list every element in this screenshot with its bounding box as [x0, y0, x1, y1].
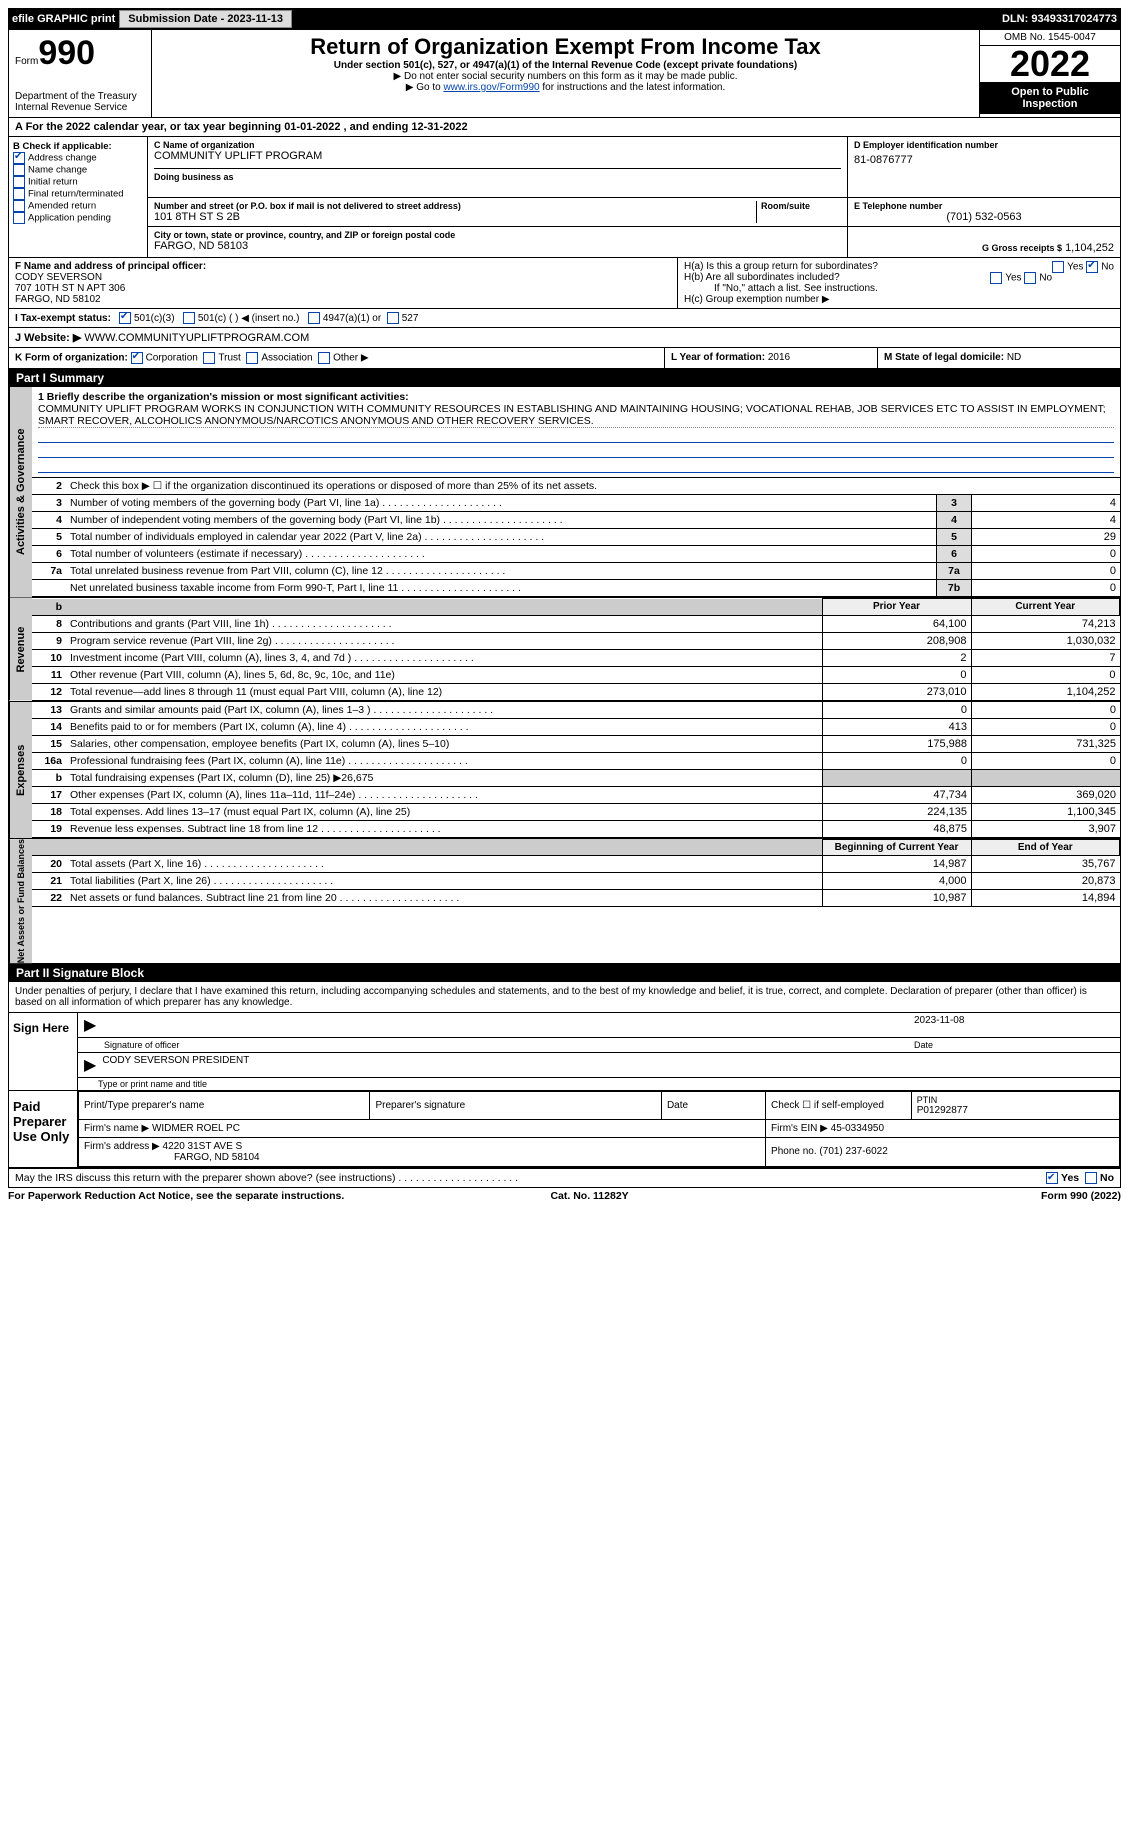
k-l-m-row: K Form of organization: Corporation Trus… — [8, 348, 1121, 369]
arrow-icon: ▶ — [84, 1055, 96, 1075]
dept-label: Department of the Treasury — [15, 91, 145, 102]
efile-label: efile GRAPHIC print — [12, 13, 115, 25]
arrow-icon: ▶ — [84, 1015, 96, 1035]
tax-year: 2022 — [980, 46, 1120, 82]
section-b-to-g: B Check if applicable: Address change Na… — [8, 137, 1121, 258]
ssn-note: ▶ Do not enter social security numbers o… — [156, 71, 975, 82]
irs-link[interactable]: www.irs.gov/Form990 — [443, 82, 539, 93]
chk-final-return[interactable] — [13, 188, 25, 200]
title-box: Return of Organization Exempt From Incom… — [152, 30, 980, 117]
firm-phone: (701) 237-6022 — [819, 1146, 887, 1157]
revenue-table: bPrior YearCurrent Year 8Contributions a… — [32, 598, 1120, 701]
year-box: OMB No. 1545-0047 2022 Open to Public In… — [980, 30, 1120, 117]
submission-date-button[interactable]: Submission Date - 2023-11-13 — [119, 10, 292, 28]
form-990-number: 990 — [38, 34, 95, 72]
footer: For Paperwork Reduction Act Notice, see … — [8, 1188, 1121, 1204]
state-domicile: ND — [1007, 352, 1021, 363]
governance-table: 2Check this box ▶ ☐ if the organization … — [32, 478, 1120, 597]
sign-here-label: Sign Here — [9, 1013, 78, 1090]
net-assets-section: Net Assets or Fund Balances Beginning of… — [8, 839, 1121, 964]
chk-discuss-yes[interactable] — [1046, 1172, 1058, 1184]
goto-note: ▶ Go to www.irs.gov/Form990 for instruct… — [156, 82, 975, 93]
expenses-table: 13Grants and similar amounts paid (Part … — [32, 702, 1120, 838]
ptin: P01292877 — [917, 1105, 1114, 1116]
officer-signature-name: CODY SEVERSON PRESIDENT — [96, 1055, 1114, 1075]
paid-preparer-label: Paid Preparer Use Only — [9, 1091, 78, 1167]
side-label-net-assets: Net Assets or Fund Balances — [9, 839, 32, 963]
org-name: COMMUNITY UPLIFT PROGRAM — [154, 150, 841, 162]
chk-app-pending[interactable] — [13, 212, 25, 224]
chk-discuss-no[interactable] — [1085, 1172, 1097, 1184]
expenses-section: Expenses 13Grants and similar amounts pa… — [8, 702, 1121, 839]
form-subtitle: Under section 501(c), 527, or 4947(a)(1)… — [156, 60, 975, 71]
officer-name: CODY SEVERSON — [15, 272, 671, 283]
year-formation: 2016 — [768, 352, 790, 363]
open-inspection-badge: Open to Public Inspection — [980, 82, 1120, 114]
section-f-h: F Name and address of principal officer:… — [8, 258, 1121, 309]
irs-label: Internal Revenue Service — [15, 102, 145, 113]
chk-501c3[interactable] — [119, 312, 131, 324]
website-row: J Website: ▶ WWW.COMMUNITYUPLIFTPROGRAM.… — [8, 328, 1121, 348]
net-assets-table: Beginning of Current YearEnd of Year 20T… — [32, 839, 1120, 907]
firm-ein: 45-0334950 — [831, 1123, 884, 1134]
box-h: H(a) Is this a group return for subordin… — [678, 258, 1120, 308]
cat-number: Cat. No. 11282Y — [550, 1190, 628, 1202]
chk-initial-return[interactable] — [13, 176, 25, 188]
form-number-box: Form990 Department of the Treasury Inter… — [9, 30, 152, 117]
ein-value: 81-0876777 — [854, 154, 1114, 166]
top-bar: efile GRAPHIC print Submission Date - 20… — [8, 8, 1121, 30]
city-state-zip: FARGO, ND 58103 — [154, 240, 841, 252]
side-label-governance: Activities & Governance — [9, 387, 32, 597]
form-footer: Form 990 (2022) — [1041, 1190, 1121, 1202]
preparer-table: Print/Type preparer's name Preparer's si… — [78, 1091, 1120, 1167]
sig-date: 2023-11-08 — [914, 1015, 1114, 1035]
revenue-section: Revenue bPrior YearCurrent Year 8Contrib… — [8, 598, 1121, 702]
chk-name-change[interactable] — [13, 164, 25, 176]
dln-label: DLN: 93493317024773 — [1002, 13, 1117, 25]
form-title: Return of Organization Exempt From Incom… — [156, 34, 975, 60]
side-label-revenue: Revenue — [9, 598, 32, 701]
period-row: A For the 2022 calendar year, or tax yea… — [8, 118, 1121, 137]
firm-name: WIDMER ROEL PC — [152, 1123, 240, 1134]
side-label-expenses: Expenses — [9, 702, 32, 838]
box-f: F Name and address of principal officer:… — [9, 258, 678, 308]
street-address: 101 8TH ST S 2B — [154, 211, 756, 223]
tax-status-row: I Tax-exempt status: 501(c)(3) 501(c) ( … — [8, 309, 1121, 328]
discuss-row: May the IRS discuss this return with the… — [8, 1168, 1121, 1188]
part-ii-header: Part II Signature Block — [8, 964, 1121, 982]
signature-block: Under penalties of perjury, I declare th… — [8, 982, 1121, 1168]
signature-declaration: Under penalties of perjury, I declare th… — [9, 982, 1120, 1012]
box-c-to-g: C Name of organization COMMUNITY UPLIFT … — [148, 137, 1120, 257]
chk-amended[interactable] — [13, 200, 25, 212]
form-header: Form990 Department of the Treasury Inter… — [8, 30, 1121, 118]
activities-governance-section: Activities & Governance 1 Briefly descri… — [8, 387, 1121, 598]
gross-receipts: 1,104,252 — [1065, 242, 1114, 254]
chk-address-change[interactable] — [13, 152, 25, 164]
telephone: (701) 532-0563 — [854, 211, 1114, 223]
mission-text: COMMUNITY UPLIFT PROGRAM WORKS IN CONJUN… — [38, 403, 1114, 428]
part-i-header: Part I Summary — [8, 369, 1121, 387]
box-b: B Check if applicable: Address change Na… — [9, 137, 148, 257]
website-url: WWW.COMMUNITYUPLIFTPROGRAM.COM — [84, 332, 309, 344]
